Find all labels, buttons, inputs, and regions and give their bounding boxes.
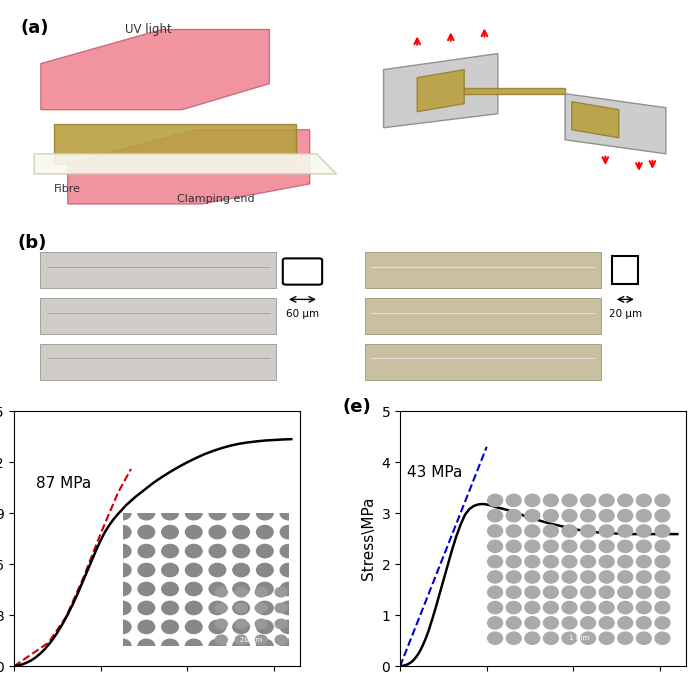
FancyBboxPatch shape [40,344,276,380]
Polygon shape [572,102,619,138]
Polygon shape [565,94,666,154]
FancyBboxPatch shape [283,258,322,285]
Text: (e): (e) [343,398,372,417]
Text: 20 μm: 20 μm [609,309,642,319]
Polygon shape [464,87,565,94]
Text: (b): (b) [18,234,47,252]
Text: 43 MPa: 43 MPa [407,466,462,481]
Polygon shape [34,154,337,174]
Polygon shape [55,124,296,164]
Polygon shape [41,30,270,110]
FancyBboxPatch shape [365,344,601,380]
Y-axis label: Stress\MPa: Stress\MPa [361,497,376,580]
Polygon shape [384,54,498,128]
Text: 87 MPa: 87 MPa [36,476,91,491]
Text: (c): (c) [361,234,388,252]
Polygon shape [68,130,309,204]
FancyBboxPatch shape [40,297,276,334]
FancyBboxPatch shape [365,297,601,334]
Text: 60 μm: 60 μm [286,309,319,319]
Text: Fibre: Fibre [55,184,81,194]
Text: Clamping end: Clamping end [177,194,254,204]
Polygon shape [417,69,464,112]
FancyBboxPatch shape [365,252,601,288]
Text: (a): (a) [21,20,49,38]
Text: UV light: UV light [125,24,172,36]
FancyBboxPatch shape [40,252,276,288]
FancyBboxPatch shape [612,256,638,284]
